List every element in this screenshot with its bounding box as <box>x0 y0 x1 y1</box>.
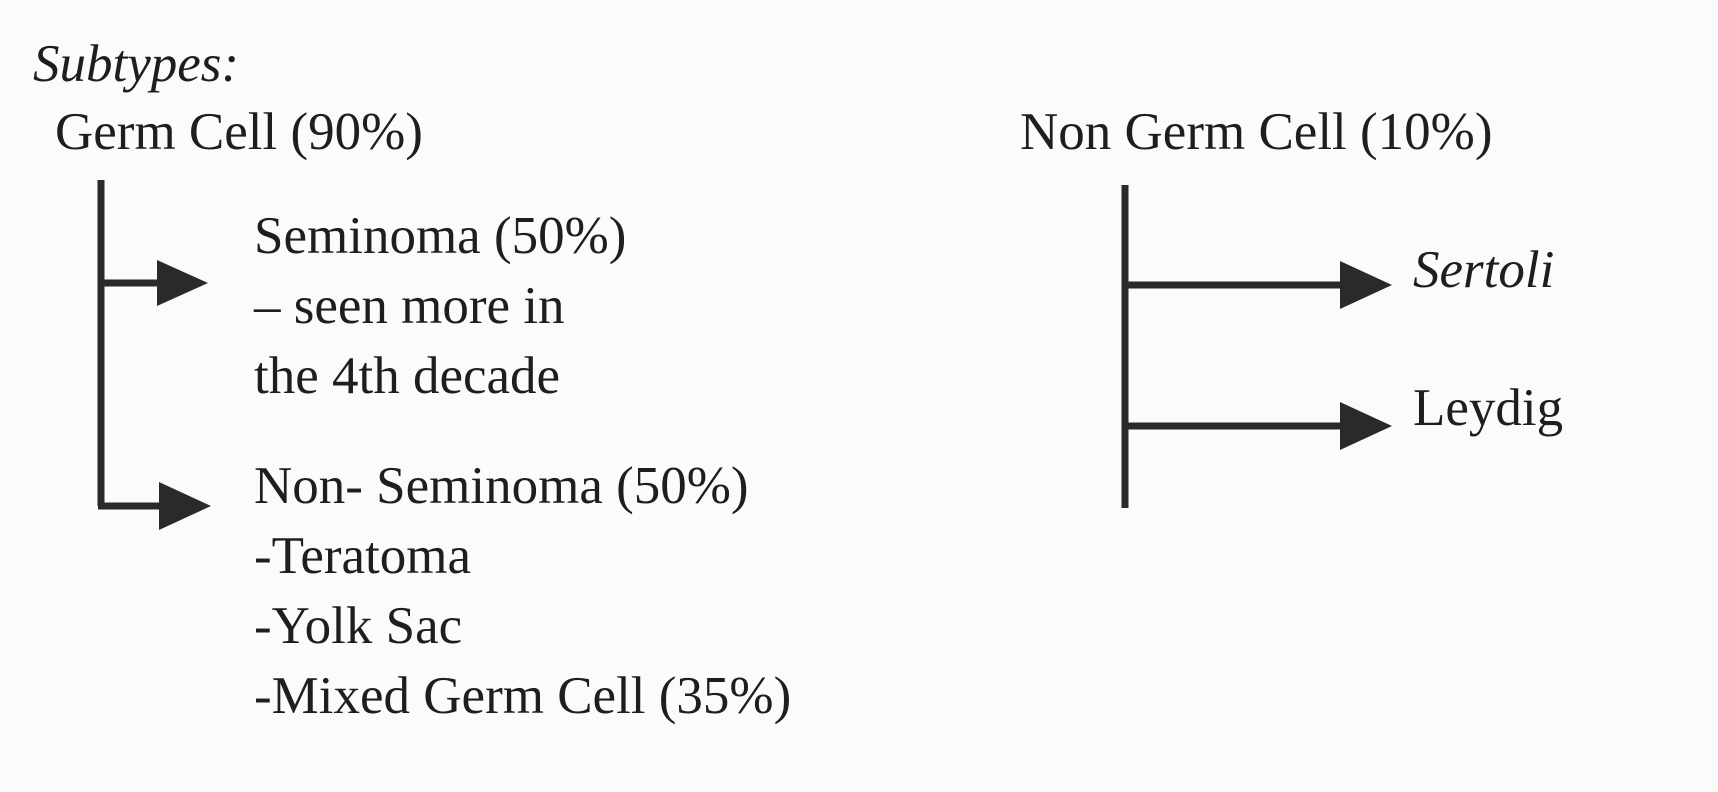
non-seminoma-line: Non- Seminoma (50%) <box>254 457 749 515</box>
subtypes-heading: Subtypes: <box>33 35 240 93</box>
seminoma-line: Seminoma (50%) <box>254 207 627 265</box>
non-seminoma-line: -Yolk Sac <box>254 597 463 655</box>
seminoma-line: the 4th decade <box>254 347 561 405</box>
non-germ-cell-title: Non Germ Cell (10%) <box>1020 103 1493 161</box>
seminoma-text: Seminoma (50%) – seen more in the 4th de… <box>254 201 626 411</box>
sertoli-arrow-head <box>1340 261 1392 309</box>
germ-cell-title: Germ Cell (90%) <box>55 103 423 161</box>
seminoma-arrow-head <box>157 260 208 306</box>
sertoli-label: Sertoli <box>1413 241 1555 299</box>
non-seminoma-line: -Teratoma <box>254 527 471 585</box>
non-seminoma-arrow-head <box>159 482 211 530</box>
seminoma-line: – seen more in <box>254 277 565 335</box>
non-seminoma-line: -Mixed Germ Cell (35%) <box>254 667 792 725</box>
leydig-label: Leydig <box>1413 379 1564 437</box>
leydig-arrow-head <box>1340 402 1392 450</box>
non-seminoma-text: Non- Seminoma (50%) -Teratoma -Yolk Sac … <box>254 451 791 731</box>
